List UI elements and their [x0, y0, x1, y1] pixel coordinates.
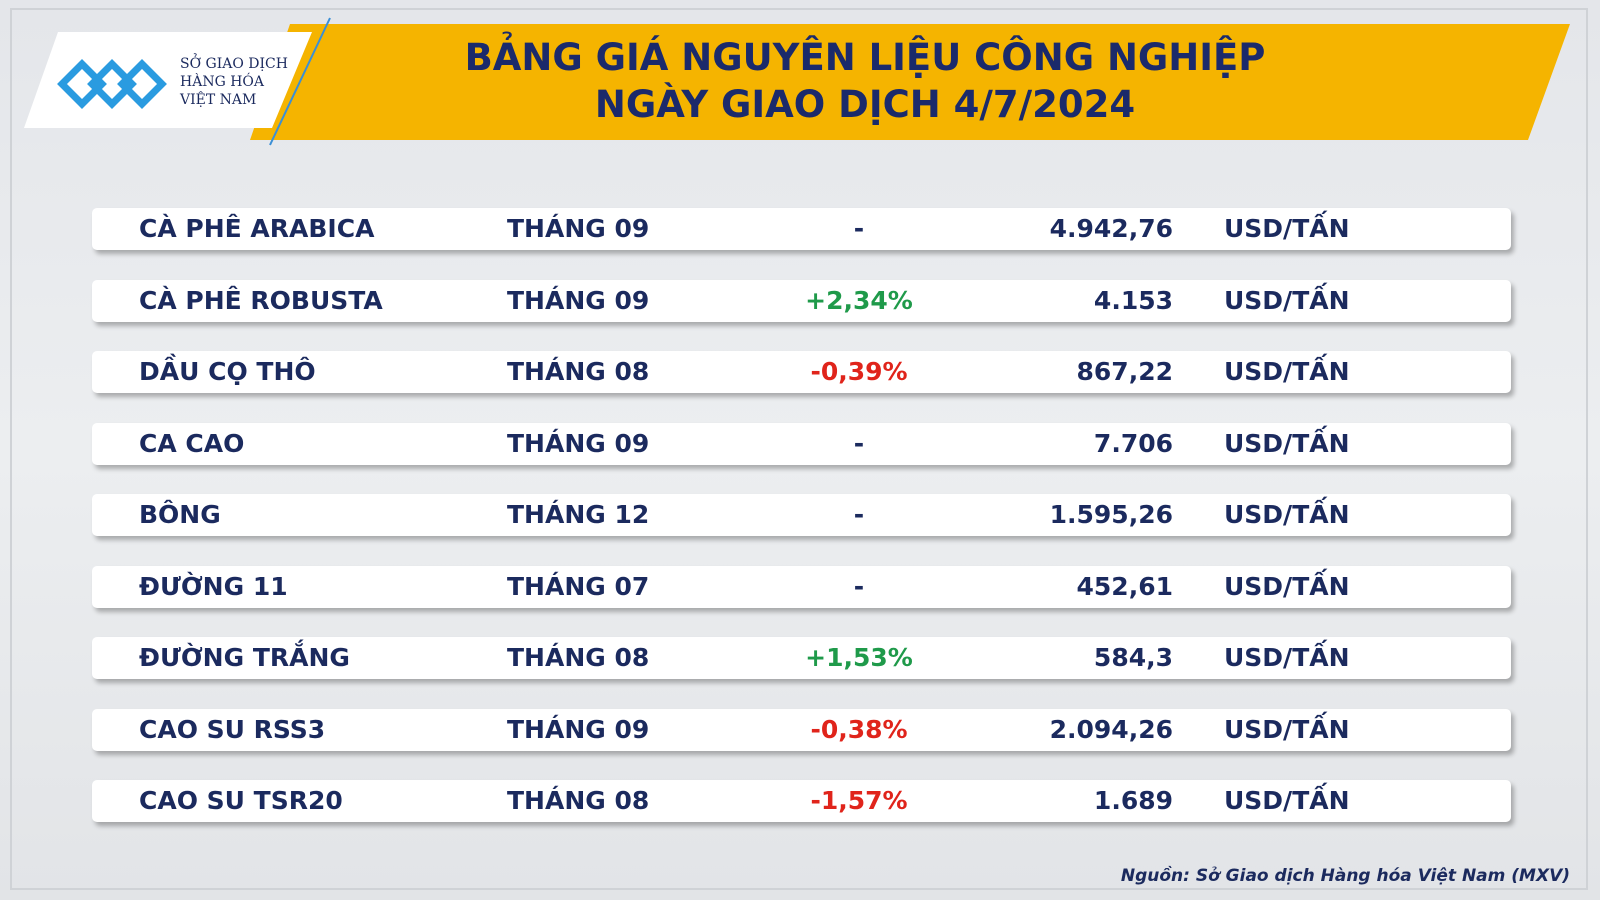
table-row: CÀ PHÊ ARABICA THÁNG 09 - 4.942,76 USD/TẤN — [92, 208, 1511, 250]
change: - — [853, 428, 865, 458]
change: -0,38% — [810, 714, 908, 744]
price: 4.153 — [1093, 285, 1173, 315]
contract-month: THÁNG 08 — [507, 643, 650, 672]
price: 867,22 — [1076, 357, 1173, 386]
unit: USD/TẤN — [1224, 786, 1350, 815]
unit: USD/TẤN — [1224, 571, 1350, 601]
price: 4.942,76 — [1049, 214, 1173, 243]
change: -0,39% — [810, 357, 908, 386]
unit: USD/TẤN — [1224, 285, 1350, 315]
commodity: DẦU CỌ THÔ — [139, 357, 316, 386]
change: -1,57% — [810, 786, 908, 815]
price: 2.094,26 — [1049, 714, 1173, 744]
price: 1.689 — [1093, 786, 1173, 815]
change: - — [853, 500, 865, 529]
table-row: ĐƯỜNG TRẮNG THÁNG 08 +1,53% 584,3 USD/TẤN — [92, 637, 1511, 679]
logo-text: SỞ GIAO DỊCH — [180, 56, 288, 72]
unit: USD/TẤN — [1224, 357, 1350, 386]
commodity: ĐƯỜNG TRẮNG — [139, 643, 350, 672]
table-row: CA CAO THÁNG 09 - 7.706 USD/TẤN — [92, 422, 1511, 465]
commodity: CAO SU RSS3 — [139, 714, 326, 744]
table-row: CAO SU TSR20 THÁNG 08 -1,57% 1.689 USD/TẤN — [92, 780, 1511, 822]
unit: USD/TẤN — [1224, 214, 1350, 243]
change: - — [853, 571, 865, 601]
contract-month: THÁNG 08 — [507, 786, 650, 815]
price: 452,61 — [1076, 571, 1173, 601]
table-row: BÔNG THÁNG 12 - 1.595,26 USD/TẤN — [92, 494, 1511, 536]
commodity: ĐƯỜNG 11 — [139, 571, 288, 601]
unit: USD/TẤN — [1224, 643, 1350, 672]
header-graphics — [24, 17, 1570, 146]
logo-text: HÀNG HÓA — [180, 74, 264, 90]
table-row: CAO SU RSS3 THÁNG 09 -0,38% 2.094,26 USD/TẤN — [92, 708, 1511, 751]
logo-text: VIỆT NAM — [180, 92, 257, 108]
logo-panel — [24, 32, 312, 128]
commodity: CÀ PHÊ ROBUSTA — [139, 285, 383, 315]
unit: USD/TẤN — [1224, 428, 1350, 458]
contract-month: THÁNG 07 — [507, 571, 650, 601]
price: 1.595,26 — [1049, 500, 1173, 529]
contract-month: THÁNG 08 — [507, 357, 650, 386]
title: NGÀY GIAO DỊCH 4/7/2024 — [594, 83, 1136, 126]
unit: USD/TẤN — [1224, 500, 1350, 529]
frame — [10, 8, 1588, 890]
price: 7.706 — [1093, 428, 1173, 458]
contract-month: THÁNG 09 — [507, 428, 650, 458]
logo-mark — [57, 59, 167, 109]
unit: USD/TẤN — [1224, 714, 1350, 744]
source: Nguồn: Sở Giao dịch Hàng hóa Việt Nam (M… — [1120, 866, 1570, 886]
commodity: CAO SU TSR20 — [139, 786, 343, 815]
banner — [250, 24, 1570, 140]
commodity: BÔNG — [139, 500, 221, 529]
change: +2,34% — [805, 285, 913, 315]
accent-line — [269, 17, 331, 146]
table-row: DẦU CỌ THÔ THÁNG 08 -0,39% 867,22 USD/TẤN — [92, 351, 1511, 393]
table-row: CÀ PHÊ ROBUSTA THÁNG 09 +2,34% 4.153 USD/TẤN — [92, 279, 1511, 322]
price: 584,3 — [1093, 643, 1173, 672]
change: - — [853, 214, 865, 243]
contract-month: THÁNG 12 — [507, 500, 650, 529]
contract-month: THÁNG 09 — [507, 214, 650, 243]
table-row: ĐƯỜNG 11 THÁNG 07 - 452,61 USD/TẤN — [92, 565, 1511, 608]
contract-month: THÁNG 09 — [507, 714, 650, 744]
commodity: CÀ PHÊ ARABICA — [139, 214, 375, 243]
contract-month: THÁNG 09 — [507, 285, 650, 315]
commodity: CA CAO — [139, 428, 245, 458]
title: BẢNG GIÁ NGUYÊN LIỆU CÔNG NGHIỆP — [464, 36, 1266, 79]
change: +1,53% — [805, 643, 913, 672]
